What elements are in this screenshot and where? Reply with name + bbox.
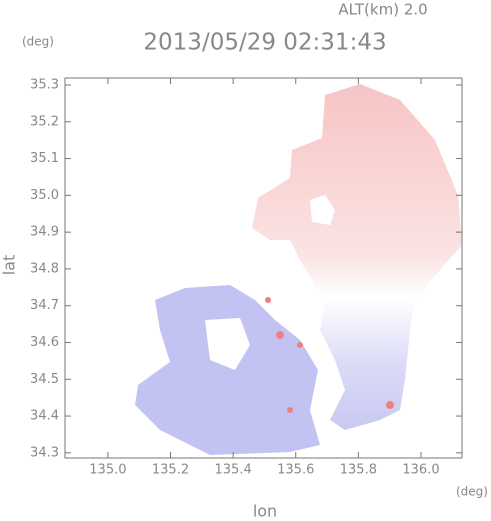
y-tick-label: 34.8 <box>30 261 59 276</box>
chart-title: 2013/05/29 02:31:43 <box>143 30 386 56</box>
y-tick-label: 34.9 <box>30 225 59 240</box>
x-tick-label: 135.6 <box>277 463 314 478</box>
plot-frame <box>64 77 463 459</box>
y-tick-label: 35.3 <box>30 77 59 92</box>
x-tick-label: 136.0 <box>402 463 439 478</box>
echo-speck <box>386 401 394 409</box>
west-gap <box>205 318 250 370</box>
west-echo <box>135 285 320 455</box>
y-tick-label: 34.7 <box>30 298 59 313</box>
y-tick-label: 35.2 <box>30 114 59 129</box>
radar-field <box>135 84 462 455</box>
bay-gap <box>310 195 335 225</box>
y-tick-label: 34.6 <box>30 335 59 350</box>
echo-speck <box>265 297 271 303</box>
east-echo <box>252 84 462 430</box>
y-unit: (deg) <box>22 35 54 49</box>
x-tick-label: 135.0 <box>89 463 126 478</box>
x-unit: (deg) <box>456 485 488 499</box>
y-axis-label: lat <box>0 255 19 276</box>
echo-speck <box>276 331 284 339</box>
x-tick-label: 135.2 <box>152 463 189 478</box>
altitude-label: ALT(km) 2.0 <box>338 1 427 19</box>
x-axis-label: lon <box>253 502 277 521</box>
y-tick-label: 35.1 <box>30 151 59 166</box>
echo-speck <box>287 407 293 413</box>
x-tick-label: 135.8 <box>340 463 377 478</box>
x-tick-label: 135.4 <box>215 463 252 478</box>
y-tick-label: 35.0 <box>30 188 59 203</box>
echo-speck <box>297 342 303 348</box>
y-tick-label: 34.5 <box>30 372 59 387</box>
y-tick-label: 34.3 <box>30 445 59 460</box>
y-tick-label: 34.4 <box>30 409 59 424</box>
